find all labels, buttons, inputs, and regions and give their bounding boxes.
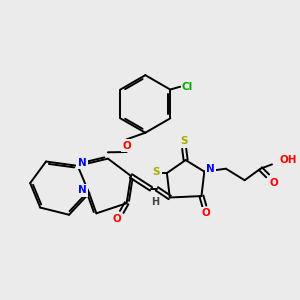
Text: S: S	[180, 136, 188, 146]
Text: O: O	[122, 141, 131, 151]
Text: H: H	[151, 197, 160, 207]
Text: O: O	[269, 178, 278, 188]
Text: N: N	[78, 185, 86, 195]
Text: O: O	[201, 208, 210, 218]
Text: N: N	[78, 158, 86, 168]
Text: S: S	[153, 168, 160, 178]
Text: S: S	[152, 167, 160, 177]
Text: Cl: Cl	[182, 82, 193, 92]
Text: O: O	[112, 214, 121, 224]
Text: OH: OH	[279, 155, 297, 165]
Text: N: N	[206, 164, 215, 174]
